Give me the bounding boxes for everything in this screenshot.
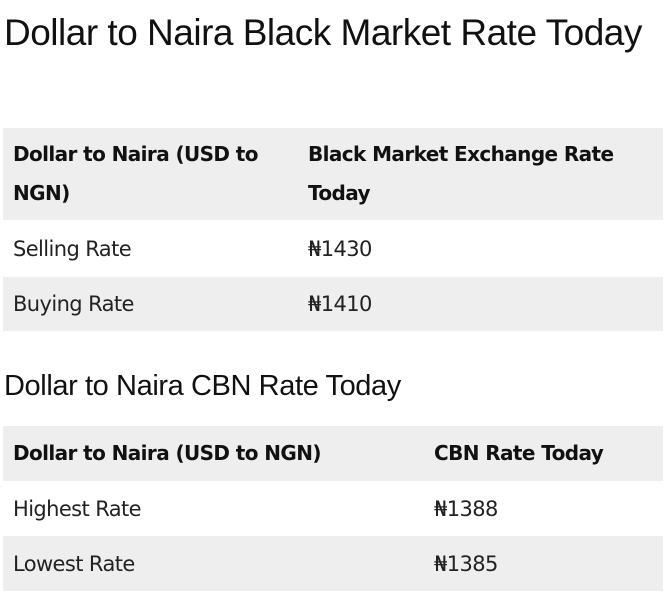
table-row: Buying Rate ₦1410	[3, 277, 663, 331]
column-header-black-market-rate: Black Market Exchange Rate Today	[308, 142, 614, 205]
table-row: Highest Rate ₦1388	[3, 481, 663, 536]
rate-label: Buying Rate	[13, 292, 134, 316]
column-header-currency-pair: Dollar to Naira (USD to NGN)	[13, 142, 259, 205]
table-row: Lowest Rate ₦1385	[3, 536, 663, 591]
black-market-heading: Dollar to Naira Black Market Rate Today	[4, 12, 642, 53]
column-header-cbn-rate: CBN Rate Today	[434, 441, 604, 465]
table-row: Selling Rate ₦1430	[3, 220, 663, 277]
cbn-rate-table: Dollar to Naira (USD to NGN) CBN Rate To…	[3, 426, 663, 591]
rate-label: Lowest Rate	[13, 551, 135, 576]
rate-value: ₦1430	[308, 236, 372, 261]
rate-value: ₦1385	[434, 551, 498, 576]
column-header-currency-pair: Dollar to Naira (USD to NGN)	[13, 441, 322, 465]
black-market-rate-table: Dollar to Naira (USD to NGN) Black Marke…	[3, 128, 663, 331]
rate-value: ₦1410	[308, 292, 372, 316]
rate-label: Selling Rate	[13, 236, 132, 261]
table-header-row: Dollar to Naira (USD to NGN) CBN Rate To…	[3, 426, 663, 481]
cbn-rate-heading: Dollar to Naira CBN Rate Today	[4, 370, 401, 402]
rate-label: Highest Rate	[13, 496, 142, 521]
table-header-row: Dollar to Naira (USD to NGN) Black Marke…	[3, 128, 663, 220]
rate-value: ₦1388	[434, 496, 498, 521]
